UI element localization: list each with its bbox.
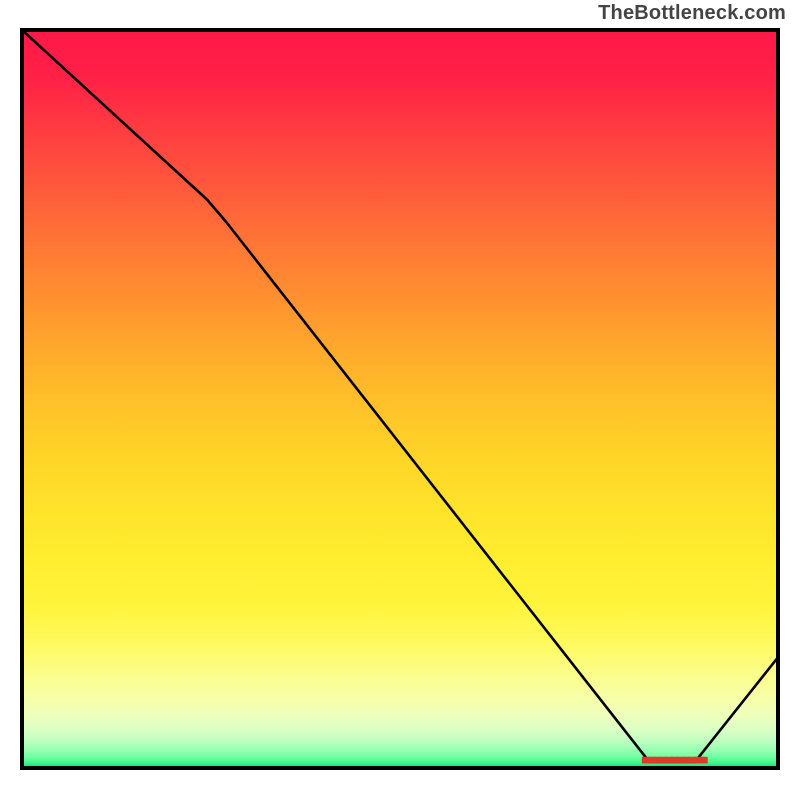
bottleneck-chart: TheBottleneck.com ▄▄▄▄▄▄▄▄▄▄▄ [0, 0, 800, 800]
chart-svg: ▄▄▄▄▄▄▄▄▄▄▄ [0, 0, 800, 800]
plot-background [22, 30, 778, 768]
optimal-marker-label: ▄▄▄▄▄▄▄▄▄▄▄ [642, 751, 708, 764]
attribution-label: TheBottleneck.com [598, 2, 786, 25]
plot-area: ▄▄▄▄▄▄▄▄▄▄▄ [22, 30, 778, 768]
